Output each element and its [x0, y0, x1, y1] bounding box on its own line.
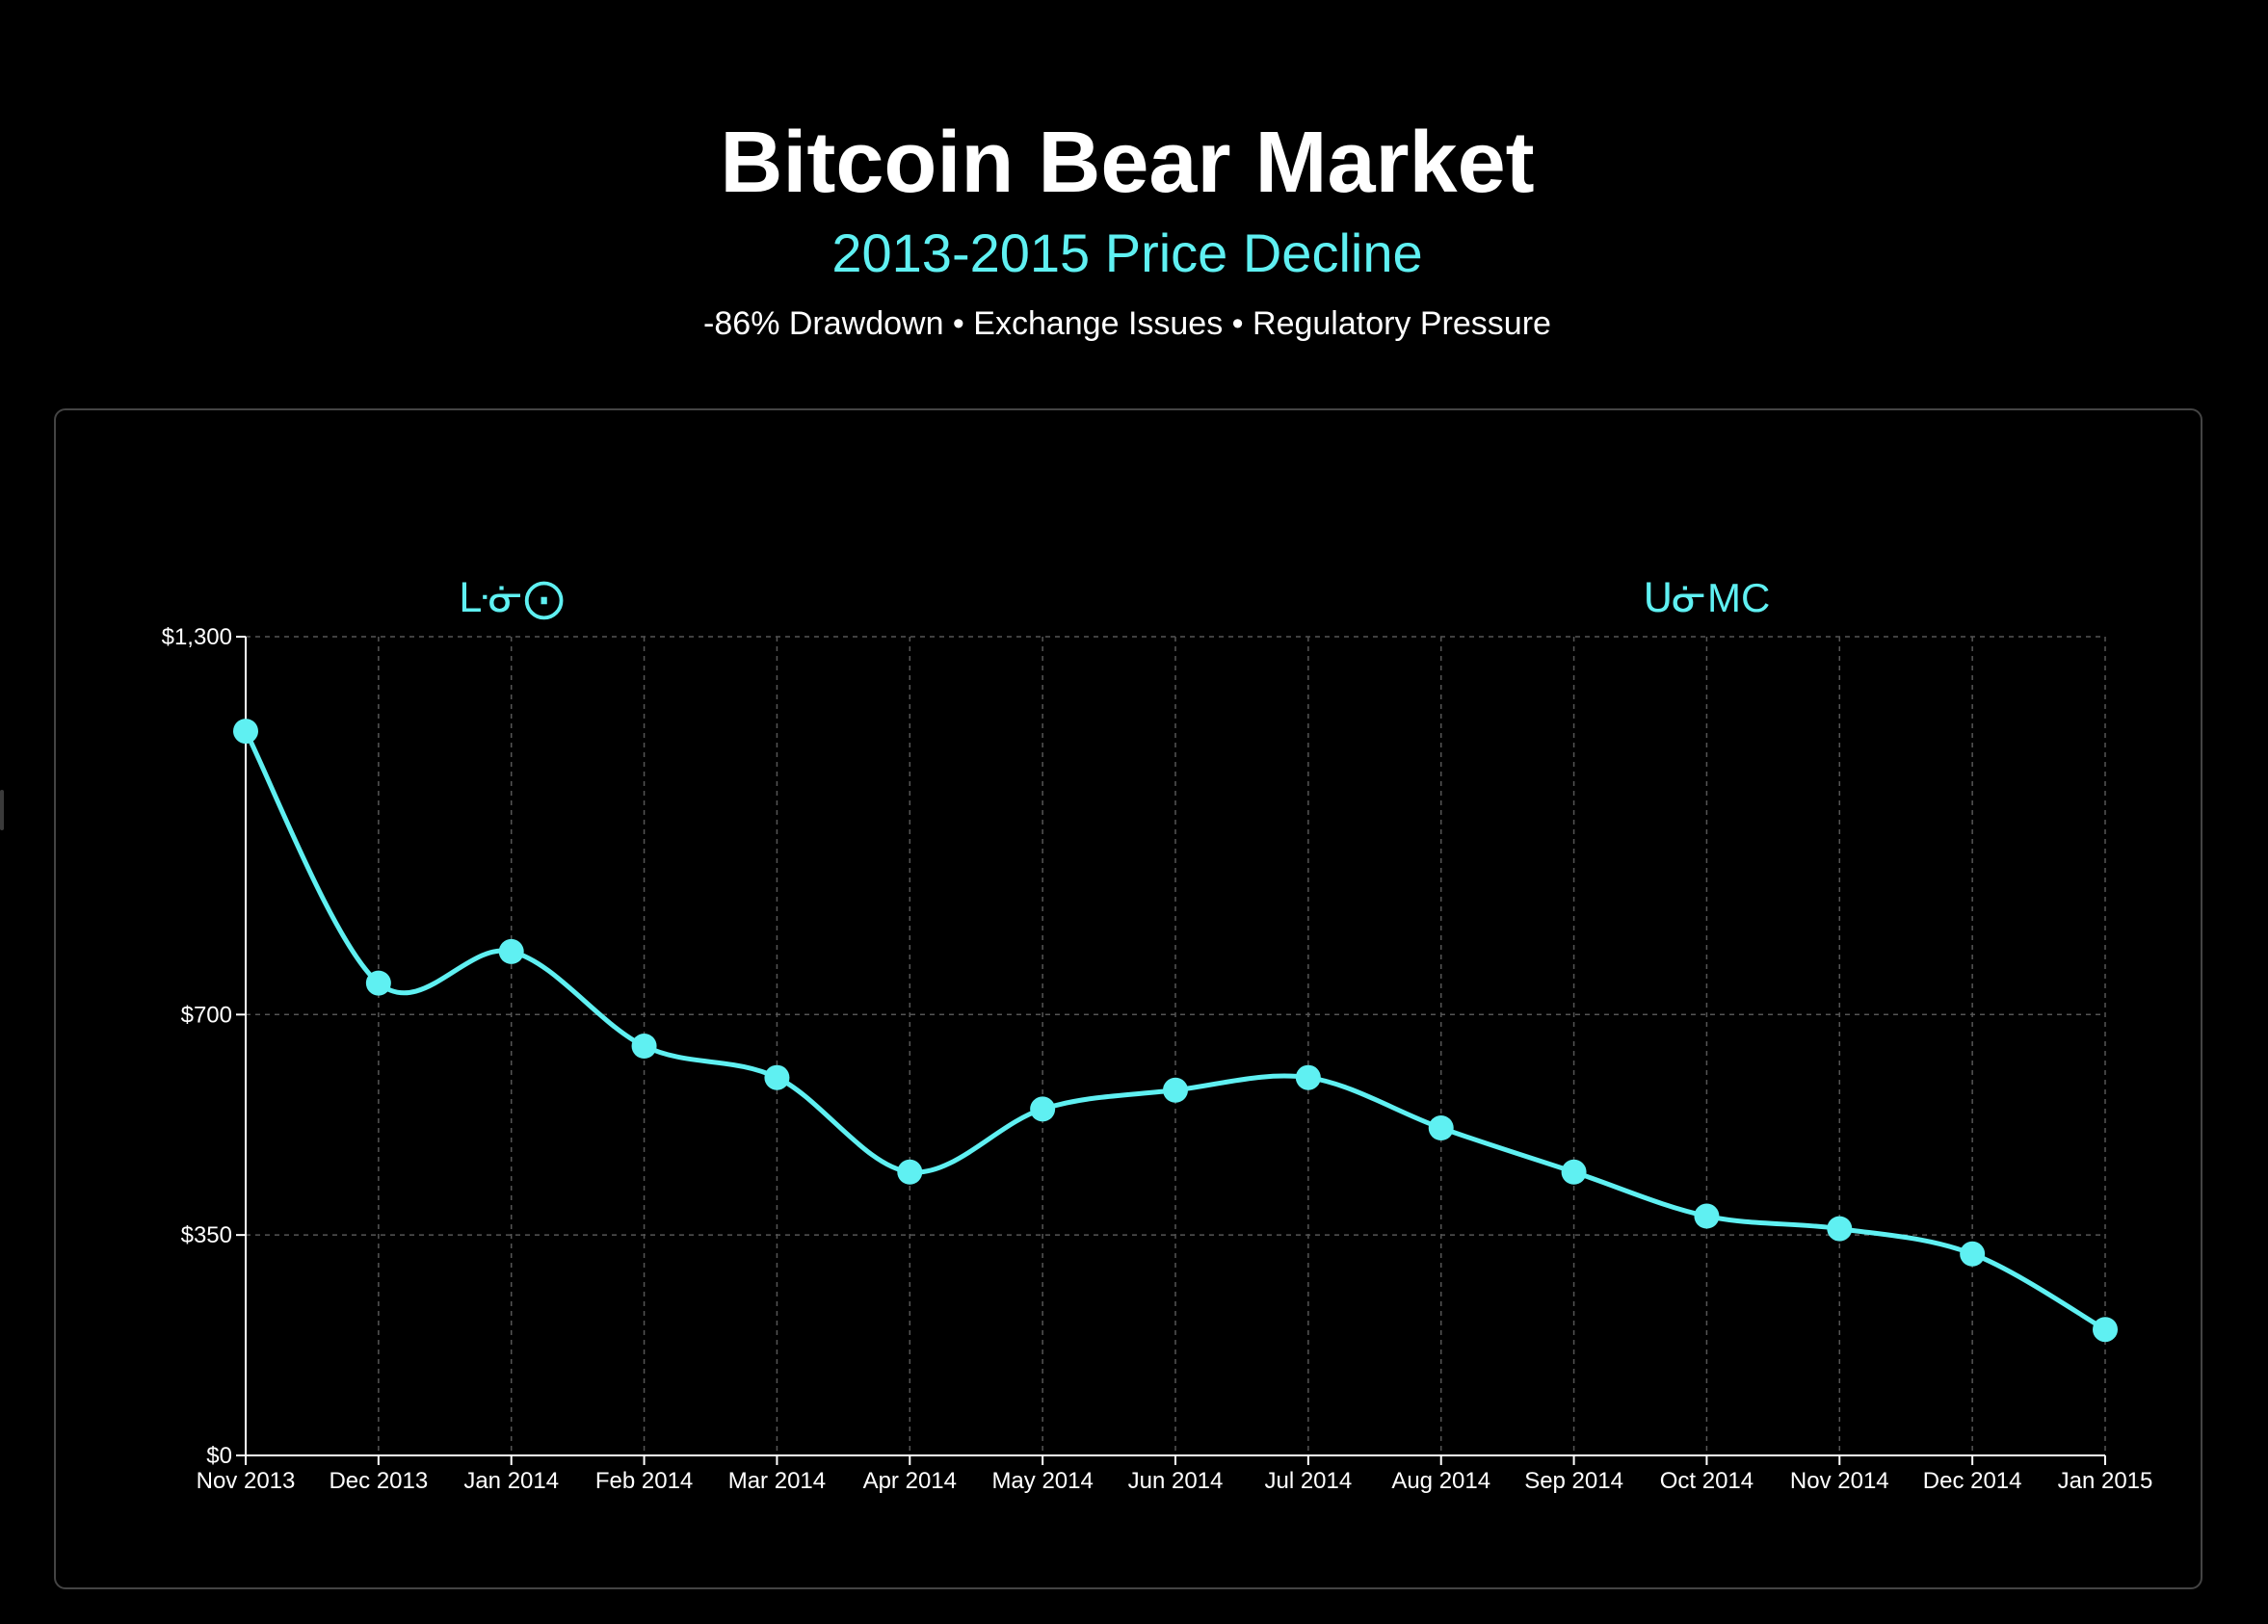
- data-point[interactable]: [1827, 1216, 1853, 1242]
- page-subtitle: 2013-2015 Price Decline: [831, 223, 1423, 283]
- x-tick-label: Oct 2014: [1660, 1468, 1754, 1494]
- x-tick-label: Sep 2014: [1524, 1468, 1623, 1494]
- data-point[interactable]: [1428, 1115, 1454, 1140]
- x-tick-label: Jul 2014: [1264, 1468, 1352, 1494]
- y-tick-label: $1,300: [162, 624, 232, 650]
- data-point[interactable]: [764, 1064, 790, 1090]
- data-point[interactable]: [1960, 1241, 1986, 1267]
- y-tick-label: $350: [181, 1222, 232, 1248]
- x-tick-label: Jan 2015: [2058, 1468, 2153, 1494]
- axis-layer: $0 $350 $700 $1,300 Nov 2013 Dec 2013 Jan 2014…: [162, 624, 2153, 1494]
- data-point[interactable]: [365, 970, 391, 996]
- x-tick-label: Jan 2014: [463, 1468, 559, 1494]
- x-tick-label: Apr 2014: [863, 1468, 957, 1494]
- data-point[interactable]: [897, 1159, 923, 1185]
- data-point[interactable]: [1030, 1096, 1056, 1122]
- chart-annotation: ᑌᓃMC: [1644, 575, 1771, 620]
- page-tagline: -86% Drawdown • Exchange Issues • Regula…: [703, 305, 1551, 342]
- data-point[interactable]: [233, 719, 258, 745]
- point-layer: [233, 719, 2118, 1343]
- x-tick-label: Aug 2014: [1391, 1468, 1490, 1494]
- chart-annotation: ᒷᓃ⨀: [459, 575, 565, 620]
- x-tick-label: Dec 2014: [1923, 1468, 2022, 1494]
- data-point[interactable]: [631, 1034, 657, 1059]
- data-point[interactable]: [1561, 1159, 1587, 1185]
- scroll-handle[interactable]: [0, 790, 4, 830]
- x-tick-label: Dec 2013: [329, 1468, 428, 1494]
- x-tick-label: May 2014: [991, 1468, 1093, 1494]
- x-tick-label: Nov 2014: [1790, 1468, 1889, 1494]
- chart-card: $0 $350 $700 $1,300 Nov 2013 Dec 2013 Jan 2014…: [54, 408, 2202, 1589]
- data-point[interactable]: [498, 938, 524, 964]
- x-tick-label: Mar 2014: [728, 1468, 826, 1494]
- x-tick-label: Jun 2014: [1128, 1468, 1224, 1494]
- x-tick-label: Feb 2014: [595, 1468, 693, 1494]
- data-point[interactable]: [1163, 1077, 1188, 1103]
- y-tick-label: $0: [206, 1443, 232, 1469]
- y-tick-label: $700: [181, 1002, 232, 1028]
- annotation-layer: ᒷᓃ⨀ ᑌᓃMC: [459, 575, 1771, 620]
- data-point[interactable]: [1694, 1203, 1720, 1229]
- line-chart: $0 $350 $700 $1,300 Nov 2013 Dec 2013 Jan 2014…: [162, 575, 2153, 1494]
- grid-layer: [246, 636, 2106, 1455]
- x-tick-label: Nov 2013: [197, 1468, 296, 1494]
- data-point[interactable]: [1295, 1064, 1321, 1090]
- page-title: Bitcoin Bear Market: [720, 115, 1535, 211]
- data-point[interactable]: [2093, 1317, 2118, 1343]
